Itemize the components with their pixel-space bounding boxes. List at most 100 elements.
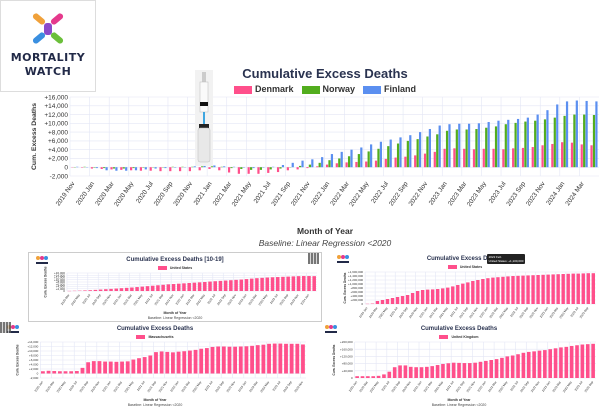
bar-norway — [328, 160, 331, 168]
bar-united-states — [471, 281, 475, 304]
bar-united-states — [223, 280, 228, 291]
x-tick-label: 2022 Mar — [180, 380, 191, 393]
tooltip-value: United States: +1,100,000 — [488, 259, 524, 263]
bar-united-kingdom — [510, 355, 515, 378]
bar-massachusetts — [255, 345, 260, 374]
bar-massachusetts — [199, 348, 204, 374]
bar-finland — [291, 162, 294, 168]
bar-norway — [122, 167, 125, 169]
bar-united-states — [511, 276, 515, 304]
bar-united-states — [491, 277, 495, 304]
x-tick-label: 2022 May — [497, 380, 508, 393]
bar-united-states — [166, 284, 171, 291]
bar-united-states — [405, 295, 410, 304]
bar-denmark — [414, 155, 417, 168]
x-tick-label: 2022 Jul — [509, 306, 519, 318]
x-tick-label: 2021 May — [132, 293, 143, 306]
main-chart: -2,000 0+2,000 +4,000 +6,000 +8,000+10,000 +1… — [31, 94, 599, 208]
x-tick-label: 2021 Jul — [445, 380, 455, 392]
bar-united-states — [556, 274, 560, 304]
bar-united-kingdom — [355, 376, 359, 378]
qr-code-icon — [308, 253, 319, 264]
bar-united-states — [234, 279, 238, 291]
bar-norway — [103, 167, 106, 169]
bar-united-kingdom — [489, 360, 494, 378]
main-legend: Denmark Norway Finland — [150, 84, 500, 94]
bar-finland — [340, 151, 343, 168]
bar-united-states — [415, 291, 420, 304]
bar-united-kingdom — [564, 346, 569, 378]
x-tick-label: 2021 Sep — [153, 293, 164, 306]
bar-united-kingdom — [543, 350, 547, 378]
bar-united-kingdom — [392, 367, 397, 378]
small-chart-plot: 0+200,000+400,000+600,000+800,000+1,000,… — [343, 270, 596, 333]
bar-massachusetts — [182, 351, 187, 374]
bar-denmark — [423, 153, 427, 168]
bar-finland — [301, 160, 304, 168]
bar-norway — [494, 126, 498, 168]
y-tick-label: +10,000 — [44, 121, 68, 128]
bar-massachusetts — [159, 351, 164, 374]
bar-massachusetts — [57, 371, 62, 374]
y-tick-label: +16,000 — [54, 271, 65, 275]
small-chart-legend[interactable]: United States — [330, 265, 600, 270]
bar-denmark — [531, 147, 534, 168]
bar-united-kingdom — [430, 366, 435, 378]
bar-norway — [318, 162, 321, 168]
bar-united-kingdom — [403, 365, 408, 378]
x-tick-label: 2020 Jul — [81, 293, 91, 305]
x-tick-label: 2020 Jul — [68, 380, 78, 392]
bar-united-states — [571, 273, 575, 304]
x-tick-label: 2022 Nov — [530, 380, 541, 393]
bar-united-states — [145, 286, 150, 291]
x-tick-label: 2021 Mar — [113, 380, 124, 393]
bar-norway — [485, 127, 488, 168]
bar-finland — [497, 120, 500, 168]
legend-label: Denmark — [254, 84, 294, 94]
bar-united-states — [291, 276, 296, 291]
bar-denmark — [561, 142, 564, 168]
x-tick-label: 2020 Jan — [358, 306, 369, 319]
x-tick-label: 2023 Jul — [574, 380, 584, 392]
x-tick-label: 2021 Jan — [193, 180, 214, 206]
bar-denmark — [433, 151, 436, 168]
bar-denmark — [178, 167, 182, 172]
x-tick-label: 2023 May — [259, 380, 270, 393]
x-tick-label: 2020 May — [369, 380, 380, 393]
bar-united-kingdom — [591, 343, 595, 378]
bar-denmark — [276, 167, 280, 173]
y-tick-label: -2,000 — [50, 173, 69, 180]
mortality-watch-logo[interactable]: MORTALITY WATCH — [0, 0, 96, 92]
bar-united-states — [536, 275, 540, 304]
logo-text-line1: MORTALITY — [10, 51, 86, 64]
bar-denmark — [590, 145, 593, 168]
small-chart-legend[interactable]: United Kingdom — [318, 335, 600, 340]
bar-united-states — [275, 277, 280, 291]
legend-item-norway[interactable]: Norway — [301, 84, 355, 94]
bar-finland — [575, 100, 578, 168]
legend-item-finland[interactable]: Finland — [363, 84, 416, 94]
x-tick-label: 2023 Jan — [237, 380, 248, 393]
bar-denmark — [247, 167, 250, 174]
legend-item-denmark[interactable]: Denmark — [233, 84, 294, 94]
x-tick-label: 2020 Nov — [101, 293, 112, 306]
bar-norway — [396, 143, 400, 168]
bar-united-states — [218, 280, 223, 291]
small-chart-plot: 0 +40,000 +80,000 +120,000 +160,000 +200,000 2… — [332, 340, 596, 407]
bar-united-states — [208, 281, 212, 291]
x-tick-label: 2020 Mar — [60, 293, 71, 306]
bar-denmark — [169, 167, 172, 172]
x-tick-label: 2023 Mar — [248, 380, 259, 393]
x-tick-label: 2021 Nov — [290, 180, 312, 207]
bar-denmark — [325, 164, 329, 168]
bar-norway — [583, 114, 586, 168]
small-chart-legend[interactable]: United States — [29, 266, 321, 271]
bar-norway — [298, 165, 302, 168]
bar-finland — [516, 118, 520, 168]
legend-label: United States — [459, 265, 483, 269]
bar-norway — [445, 130, 449, 168]
mini-logo-icon — [337, 255, 349, 263]
bar-denmark — [502, 149, 505, 168]
bar-massachusetts — [41, 371, 45, 374]
small-chart-legend[interactable]: Massachusetts — [0, 335, 310, 340]
